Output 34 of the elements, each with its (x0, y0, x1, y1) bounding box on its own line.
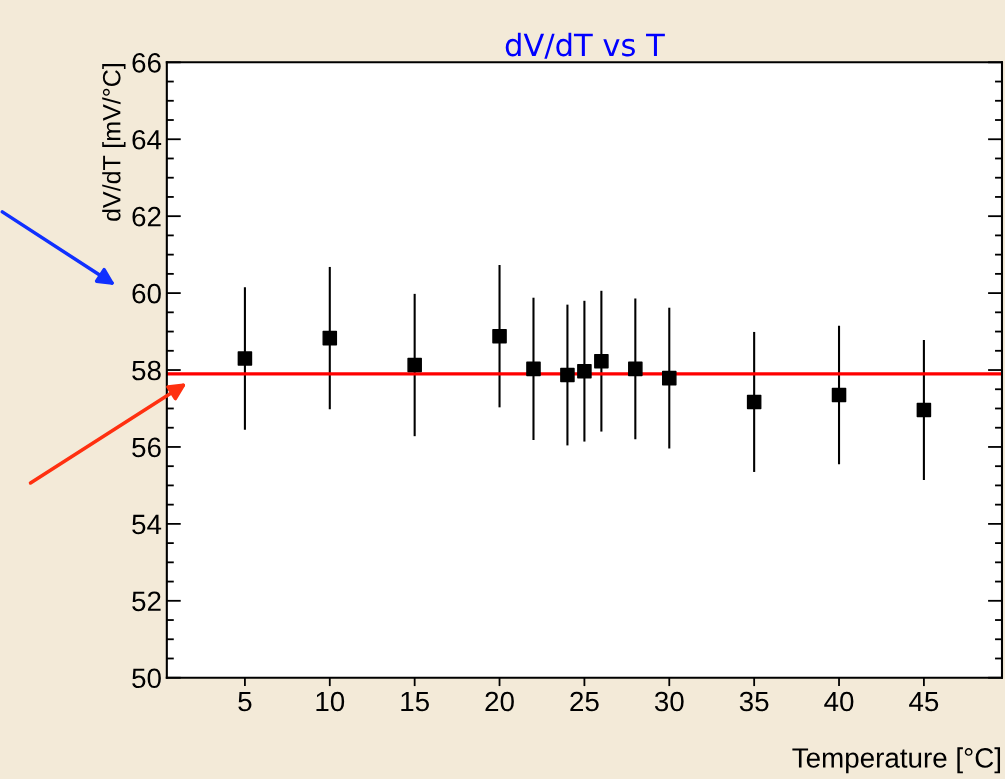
point (628, 361, 643, 377)
y-tick-label: 52 (132, 591, 161, 612)
y-axis-title: dV/dT [mV/°C] (102, 64, 126, 221)
point (831, 387, 847, 403)
point (322, 330, 338, 346)
y-tick-label: 50 (132, 668, 161, 689)
chart-title: dV/dT vs T (505, 32, 665, 59)
x-tick-label: 40 (824, 691, 854, 712)
y-tick-label: 58 (132, 360, 161, 381)
y-tick-label: 66 (132, 52, 161, 73)
point (492, 328, 507, 344)
x-tick-label: 5 (238, 691, 252, 712)
y-tick-label: 64 (132, 129, 162, 150)
x-tick-label: 45 (909, 691, 939, 712)
x-tick-label: 20 (485, 691, 514, 712)
x-tick-label: 25 (570, 691, 599, 712)
y-tick-label: 62 (132, 206, 161, 227)
x-axis-title: Temperature [°C] (792, 747, 1001, 774)
x-tick-label: 35 (739, 691, 769, 712)
x-tick-label: 30 (654, 691, 684, 712)
y-tick-label: 56 (132, 437, 161, 458)
point (594, 353, 609, 369)
point (526, 361, 541, 377)
point (661, 370, 677, 386)
x-tick-label: 10 (316, 691, 345, 712)
y-tick-label: 54 (132, 514, 162, 535)
point (577, 363, 592, 379)
x-tick-label: 15 (401, 691, 429, 712)
point (746, 394, 762, 410)
y-tick-label: 60 (132, 283, 161, 304)
point (916, 402, 932, 418)
point (237, 351, 253, 366)
point (560, 367, 575, 383)
point (407, 357, 422, 373)
